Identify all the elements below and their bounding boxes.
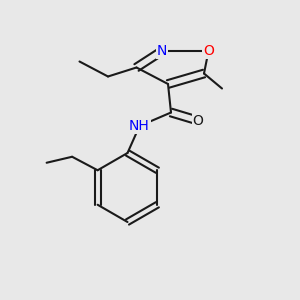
Text: O: O [193,114,203,128]
Text: NH: NH [129,119,150,133]
Text: N: N [157,44,167,58]
Text: O: O [203,44,214,58]
